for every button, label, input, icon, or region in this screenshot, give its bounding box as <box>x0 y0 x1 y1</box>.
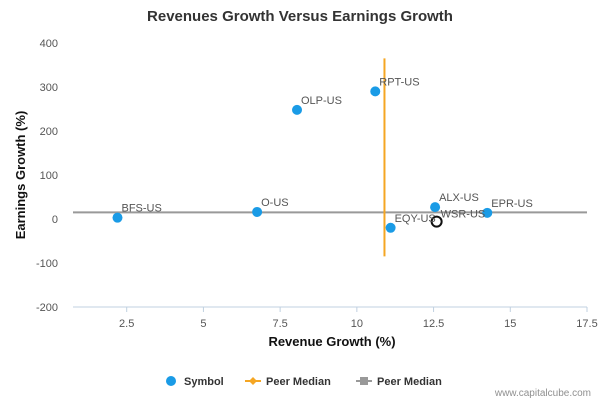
credit-text[interactable]: www.capitalcube.com <box>494 388 591 399</box>
data-points <box>112 86 493 233</box>
x-tick-label: 2.5 <box>119 318 134 330</box>
data-point-bfs-us[interactable] <box>112 212 123 223</box>
y-tick-label: 300 <box>40 82 58 94</box>
x-axis-title: Revenue Growth (%) <box>268 334 395 349</box>
data-point-rpt-us[interactable] <box>370 86 381 97</box>
point-label: BFS-US <box>121 203 161 215</box>
y-tick-label: -200 <box>36 302 58 314</box>
highlight-point-label: WSR-US <box>441 209 486 221</box>
legend: Symbol Peer Median Peer Median <box>166 376 442 388</box>
data-point-epr-us[interactable] <box>482 207 493 218</box>
point-label: ALX-US <box>439 192 479 204</box>
point-label: EQY-US <box>395 213 436 225</box>
x-tick-label: 7.5 <box>272 318 287 330</box>
point-label: O-US <box>261 197 289 209</box>
y-axis-title: Earnings Growth (%) <box>13 111 28 240</box>
x-tick-label: 15 <box>504 318 516 330</box>
x-tick-label: 10 <box>351 318 363 330</box>
x-tick-marks <box>126 307 588 312</box>
chart-title: Revenues Growth Versus Earnings Growth <box>147 8 453 25</box>
legend-peer-median-earnings-label: Peer Median <box>377 376 442 388</box>
legend-symbol-label: Symbol <box>184 376 224 388</box>
legend-item-symbol[interactable]: Symbol <box>166 376 224 388</box>
y-tick-label: 200 <box>40 126 58 138</box>
legend-peer-median-revenue-label: Peer Median <box>266 376 331 388</box>
data-point-alx-us[interactable] <box>430 202 441 213</box>
data-point-olp-us[interactable] <box>292 104 303 115</box>
data-point-o-us[interactable] <box>252 206 263 217</box>
x-tick-labels: 2.5 5 7.5 10 12.5 15 17.5 <box>119 318 598 330</box>
x-tick-label: 5 <box>200 318 206 330</box>
legend-peer-median-earnings-marker <box>360 377 368 385</box>
point-label: OLP-US <box>301 95 342 107</box>
peer-median-lines <box>73 58 587 257</box>
y-tick-label: 0 <box>52 214 58 226</box>
data-point-eqy-us[interactable] <box>385 222 396 233</box>
y-tick-label: 400 <box>40 38 58 50</box>
y-tick-label: -100 <box>36 258 58 270</box>
y-tick-labels: -200 -100 0 100 200 300 400 <box>36 38 58 314</box>
legend-item-peer-median-revenue[interactable]: Peer Median <box>245 376 331 388</box>
x-tick-label: 12.5 <box>423 318 444 330</box>
legend-symbol-marker <box>166 376 176 386</box>
x-tick-label: 17.5 <box>576 318 597 330</box>
legend-item-peer-median-earnings[interactable]: Peer Median <box>356 376 442 388</box>
legend-peer-median-revenue-marker <box>249 377 257 385</box>
y-tick-label: 100 <box>40 170 58 182</box>
data-point-highlight[interactable] <box>430 215 443 228</box>
point-label: EPR-US <box>491 198 533 210</box>
point-label: RPT-US <box>379 76 419 88</box>
